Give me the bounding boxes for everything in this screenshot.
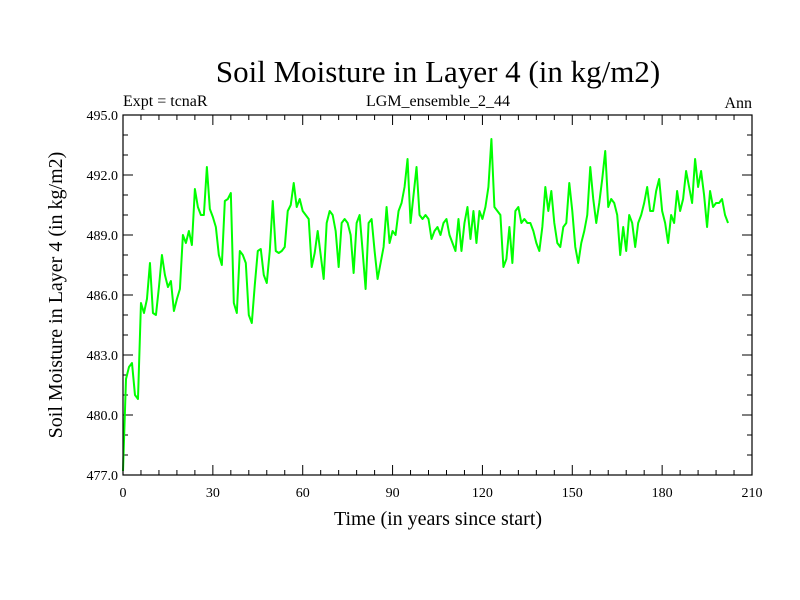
subtitle-ensemble: LGM_ensemble_2_44 — [366, 93, 510, 110]
x-tick-label: 120 — [472, 486, 493, 501]
x-tick-label: 30 — [206, 486, 220, 501]
x-tick-label: 0 — [120, 486, 127, 501]
plot-series — [122, 138, 729, 472]
x-tick-label: 60 — [296, 486, 310, 501]
y-tick-label: 489.0 — [87, 229, 119, 244]
y-tick-label: 492.0 — [87, 169, 119, 184]
y-tick-label: 495.0 — [87, 109, 119, 124]
x-tick-label: 90 — [386, 486, 400, 501]
y-tick-label: 480.0 — [87, 409, 119, 424]
x-axis-label: Time (in years since start) — [334, 508, 542, 530]
chart-title: Soil Moisture in Layer 4 (in kg/m2) — [216, 54, 660, 89]
x-tick-label: 150 — [562, 486, 583, 501]
x-tick-labels: 0 30 60 90 120 150 180 210 — [120, 486, 763, 501]
x-tick-label: 180 — [652, 486, 673, 501]
subtitle-season: Ann — [724, 95, 752, 112]
subtitle-experiment: Expt = tcnaR — [123, 93, 208, 110]
y-axis-label: Soil Moisture in Layer 4 (in kg/m2) — [45, 152, 67, 439]
plot-frame — [122, 114, 753, 476]
y-tick-label: 477.0 — [87, 469, 119, 484]
series-line — [122, 138, 729, 472]
y-tick-label: 483.0 — [87, 349, 119, 364]
x-tick-label: 210 — [742, 486, 763, 501]
y-tick-labels: 477.0 480.0 483.0 486.0 489.0 492.0 495.0 — [87, 109, 119, 484]
y-tick-label: 486.0 — [87, 289, 119, 304]
